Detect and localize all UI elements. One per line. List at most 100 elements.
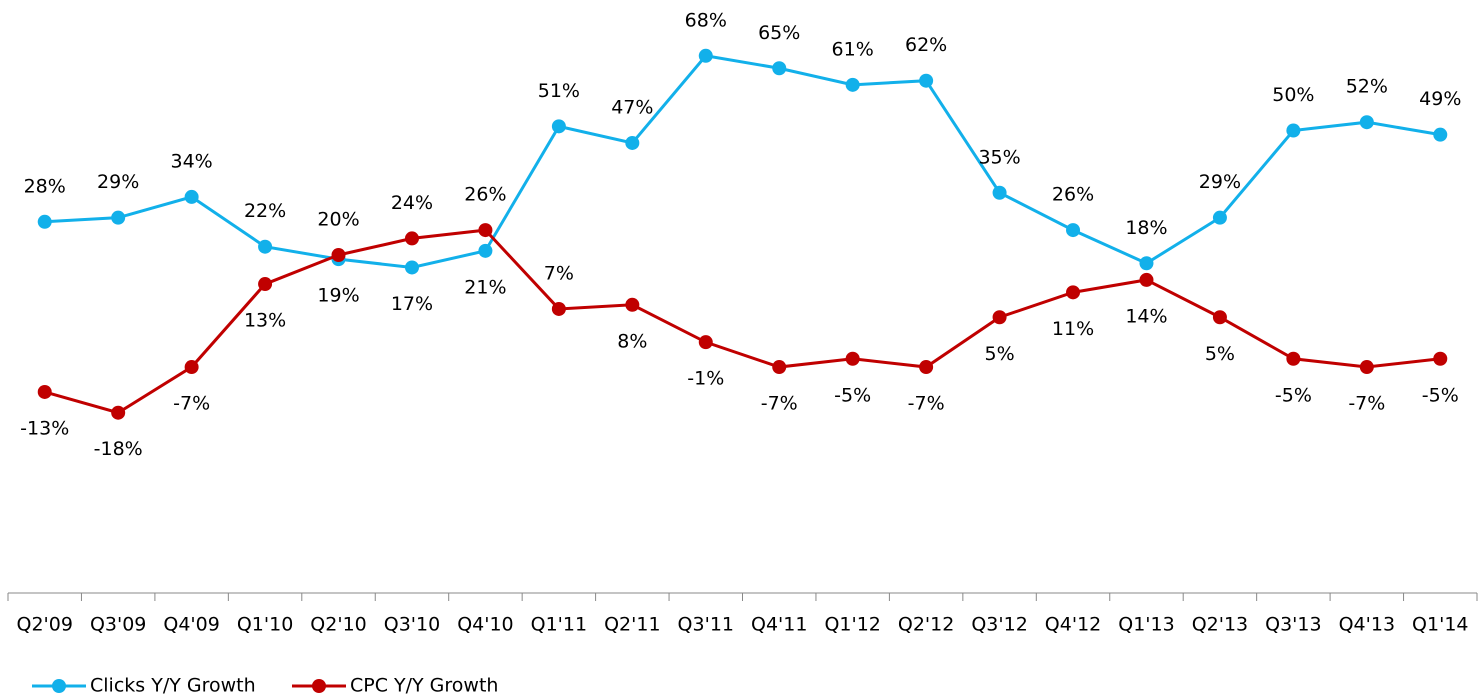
data-label: -5% bbox=[1422, 384, 1459, 406]
data-label: 29% bbox=[1199, 171, 1241, 193]
x-tick-label: Q4'13 bbox=[1339, 614, 1395, 636]
data-label: -7% bbox=[1348, 393, 1385, 415]
data-point bbox=[919, 360, 934, 375]
data-point bbox=[772, 61, 787, 76]
data-point bbox=[1066, 285, 1081, 300]
legend-label: Clicks Y/Y Growth bbox=[90, 675, 256, 697]
x-tick-label: Q2'12 bbox=[898, 614, 954, 636]
data-point bbox=[698, 48, 713, 63]
data-label: 65% bbox=[758, 22, 800, 44]
data-point bbox=[37, 214, 52, 229]
data-point bbox=[184, 189, 199, 204]
data-point bbox=[992, 310, 1007, 325]
data-point bbox=[111, 405, 126, 420]
data-label: 26% bbox=[464, 184, 506, 206]
x-tick-label: Q2'11 bbox=[604, 614, 660, 636]
data-label: 47% bbox=[611, 96, 653, 118]
data-label: 35% bbox=[978, 146, 1020, 168]
data-point bbox=[1212, 210, 1227, 225]
x-tick-label: Q4'12 bbox=[1045, 614, 1101, 636]
data-label: 52% bbox=[1346, 76, 1388, 98]
data-point bbox=[404, 231, 419, 246]
x-tick-label: Q3'12 bbox=[971, 614, 1027, 636]
data-point bbox=[1286, 351, 1301, 366]
x-tick-label: Q3'10 bbox=[384, 614, 440, 636]
data-label: 51% bbox=[538, 80, 580, 102]
data-point bbox=[478, 243, 493, 258]
legend-marker bbox=[312, 679, 326, 693]
data-label: 26% bbox=[1052, 184, 1094, 206]
data-label: 49% bbox=[1419, 88, 1461, 110]
data-point bbox=[258, 239, 273, 254]
data-label: 24% bbox=[391, 192, 433, 214]
x-tick-label: Q2'09 bbox=[16, 614, 72, 636]
data-point bbox=[625, 297, 640, 312]
data-label: 20% bbox=[317, 209, 359, 231]
data-point bbox=[1139, 272, 1154, 287]
legend-label: CPC Y/Y Growth bbox=[350, 675, 498, 697]
data-point bbox=[992, 185, 1007, 200]
data-label: -13% bbox=[20, 417, 69, 439]
data-point bbox=[772, 360, 787, 375]
x-tick-label: Q3'13 bbox=[1265, 614, 1321, 636]
data-label: 5% bbox=[1205, 343, 1235, 365]
data-label: -18% bbox=[94, 438, 143, 460]
data-point bbox=[37, 384, 52, 399]
data-point bbox=[404, 260, 419, 275]
data-label: -7% bbox=[908, 393, 945, 415]
data-point bbox=[698, 335, 713, 350]
data-label: -7% bbox=[761, 393, 798, 415]
data-point bbox=[1433, 351, 1448, 366]
x-tick-label: Q1'10 bbox=[237, 614, 293, 636]
x-tick-label: Q1'11 bbox=[531, 614, 587, 636]
x-tick-label: Q1'14 bbox=[1412, 614, 1468, 636]
x-tick-label: Q4'11 bbox=[751, 614, 807, 636]
data-label: 14% bbox=[1125, 305, 1167, 327]
data-point bbox=[551, 301, 566, 316]
data-label: 13% bbox=[244, 310, 286, 332]
data-label: 8% bbox=[617, 330, 647, 352]
data-point bbox=[1286, 123, 1301, 138]
data-point bbox=[111, 210, 126, 225]
data-point bbox=[1359, 360, 1374, 375]
x-tick-label: Q3'11 bbox=[678, 614, 734, 636]
x-tick-label: Q4'09 bbox=[163, 614, 219, 636]
data-label: -7% bbox=[173, 393, 210, 415]
x-tick-label: Q1'12 bbox=[824, 614, 880, 636]
data-point bbox=[1139, 256, 1154, 271]
data-point bbox=[1066, 223, 1081, 238]
legend-marker bbox=[52, 679, 66, 693]
data-point bbox=[625, 135, 640, 150]
x-tick-label: Q3'09 bbox=[90, 614, 146, 636]
x-tick-label: Q4'10 bbox=[457, 614, 513, 636]
data-label: 19% bbox=[317, 285, 359, 307]
data-point bbox=[258, 277, 273, 292]
x-tick-label: Q1'13 bbox=[1118, 614, 1174, 636]
data-label: 22% bbox=[244, 200, 286, 222]
data-label: -5% bbox=[834, 384, 871, 406]
data-point bbox=[331, 248, 346, 262]
data-label: 61% bbox=[832, 38, 874, 60]
data-point bbox=[478, 223, 493, 238]
data-label: 21% bbox=[464, 276, 506, 298]
data-point bbox=[1359, 115, 1374, 130]
series-line bbox=[44, 54, 1441, 269]
x-tick-label: Q2'10 bbox=[310, 614, 366, 636]
data-point bbox=[845, 77, 860, 92]
data-label: 29% bbox=[97, 171, 139, 193]
data-label: 17% bbox=[391, 293, 433, 315]
data-point bbox=[551, 119, 566, 134]
x-tick-label: Q2'13 bbox=[1192, 614, 1248, 636]
series-line bbox=[44, 228, 1441, 415]
data-label: 18% bbox=[1125, 217, 1167, 239]
data-label: 7% bbox=[544, 262, 574, 284]
data-label: 28% bbox=[24, 175, 66, 197]
data-label: 5% bbox=[984, 343, 1014, 365]
data-label: 11% bbox=[1052, 318, 1094, 340]
data-label: -5% bbox=[1275, 384, 1312, 406]
data-point bbox=[184, 360, 199, 375]
data-label: 68% bbox=[685, 9, 727, 31]
data-label: -1% bbox=[687, 368, 724, 390]
data-point bbox=[919, 73, 934, 88]
